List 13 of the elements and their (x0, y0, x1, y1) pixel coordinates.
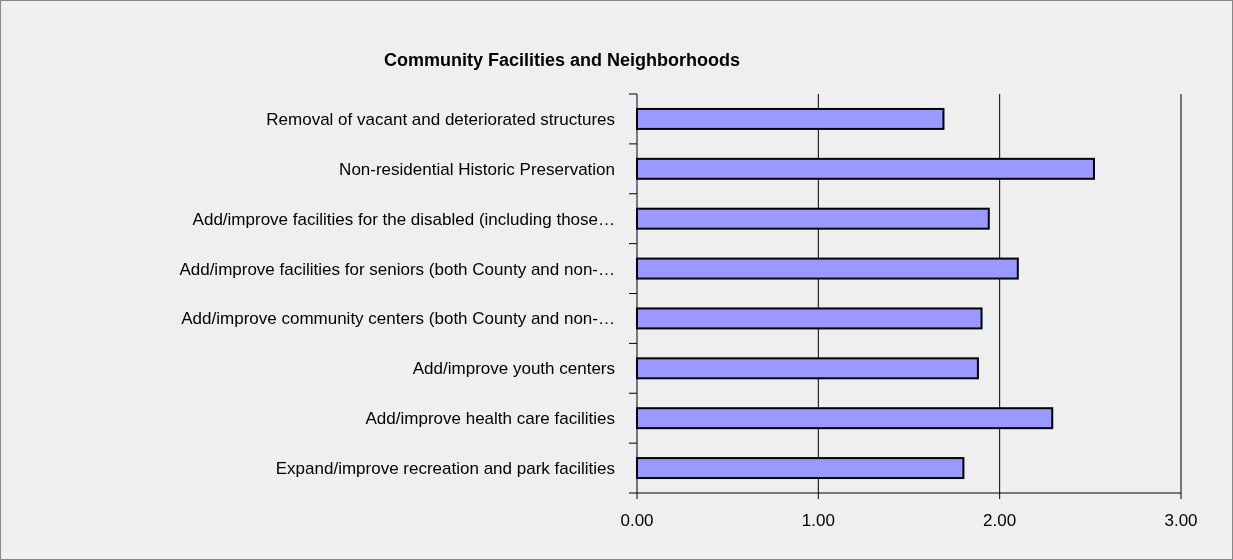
y-tick-label: Removal of vacant and deteriorated structures (266, 109, 615, 129)
x-tick-label: 0.00 (620, 511, 654, 530)
y-tick-label: Expand/improve recreation and park facilities (275, 459, 615, 479)
x-tick-label: 3.00 (1164, 511, 1198, 530)
y-tick-label: Add/improve facilities for the disabled (including those… (192, 209, 615, 229)
y-tick-label: Add/improve community centers (both County and non-… (181, 309, 615, 329)
x-tick-label: 2.00 (983, 511, 1017, 530)
y-tick-label: Non-residential Historic Preservation (339, 159, 615, 179)
y-tick-label: Add/improve facilities for seniors (both County and non-… (179, 259, 615, 279)
x-tick-label: 1.00 (801, 511, 835, 530)
chart-title: Community Facilities and Neighborhoods (383, 50, 741, 70)
y-tick-label: Add/improve youth centers (412, 359, 615, 379)
y-tick-label: Add/improve health care facilities (365, 409, 615, 429)
